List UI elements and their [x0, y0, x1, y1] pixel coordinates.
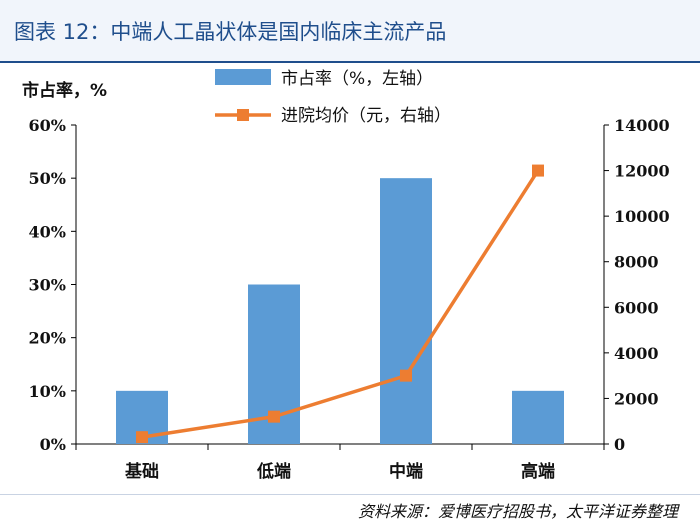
left-axis-tick-label: 30% [29, 276, 66, 295]
figure-title: 图表 12：中端人工晶状体是国内临床主流产品 [14, 20, 447, 44]
legend-marker-average-price [237, 109, 249, 121]
figure-header [0, 0, 700, 62]
x-axis-category-label: 高端 [521, 461, 555, 482]
right-axis-tick-label: 6000 [614, 298, 659, 317]
left-axis-tick-label: 40% [29, 222, 66, 241]
x-axis-category-label: 基础 [124, 461, 159, 482]
legend-label-market-share: 市占率（%，左轴） [281, 69, 433, 89]
left-axis-tick-label: 0% [40, 435, 66, 454]
right-axis-tick-label: 12000 [614, 162, 670, 181]
x-axis-category-label: 低端 [256, 461, 291, 482]
line-point-average-price [268, 410, 280, 423]
right-axis-tick-label: 10000 [614, 207, 670, 226]
left-axis-tick-label: 50% [29, 169, 66, 188]
right-axis-tick-label: 14000 [614, 116, 670, 135]
line-average-price [141, 169, 540, 439]
bar-market-share [380, 178, 432, 444]
legend-label-average-price: 进院均价（元，右轴） [281, 106, 451, 126]
left-axis-tick-label: 10% [29, 382, 66, 401]
line-point-average-price [532, 164, 544, 177]
right-axis-tick-label: 4000 [614, 344, 659, 363]
title-rule [0, 61, 700, 63]
source-rule [0, 494, 700, 495]
right-axis-tick-label: 2000 [614, 389, 659, 408]
left-axis-tick-label: 60% [29, 116, 66, 135]
line-point-average-price [136, 431, 148, 444]
source-note: 资料来源：爱博医疗招股书，太平洋证券整理 [357, 502, 678, 521]
right-axis-tick-label: 0 [614, 435, 625, 454]
y-axis-unit-label: 市占率，% [22, 81, 108, 101]
legend-swatch-market-share [215, 69, 271, 85]
bar-market-share [512, 390, 564, 444]
right-axis-tick-label: 8000 [614, 253, 659, 272]
line-point-average-price [400, 369, 412, 382]
x-axis-category-label: 中端 [389, 461, 423, 482]
left-axis-tick-label: 20% [29, 329, 66, 348]
